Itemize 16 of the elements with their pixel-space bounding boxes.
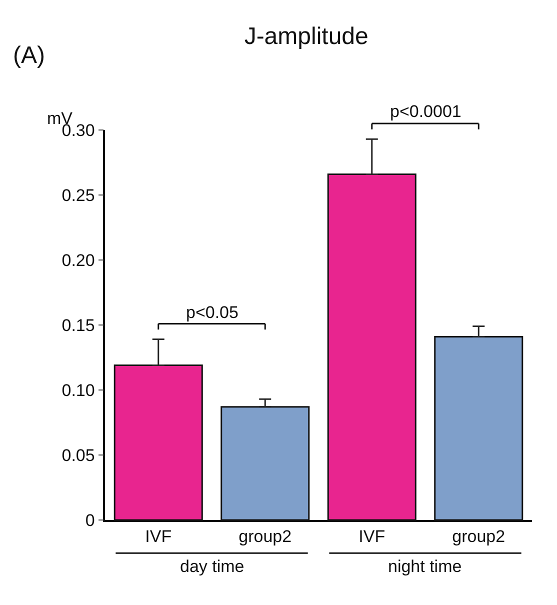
x-tick-label: group2	[452, 527, 506, 546]
x-tick-label: group2	[238, 527, 292, 546]
y-tick-label: 0.25	[62, 186, 95, 205]
text: night time	[388, 557, 462, 576]
annotation: p<0.05	[186, 303, 238, 322]
chart-title: J-amplitude	[244, 23, 368, 50]
text: (A)	[13, 42, 45, 69]
y-tick-label: 0.05	[62, 446, 95, 465]
y-tick-label: 0	[85, 510, 95, 530]
x-tick-label: IVF	[145, 527, 172, 546]
x-tick-label: IVF	[358, 527, 386, 546]
text: day time	[180, 557, 244, 576]
y-tick-label: 0.15	[62, 316, 95, 335]
y-tick-label: 0.20	[62, 250, 95, 270]
y-tick-label: 0.10	[62, 380, 95, 400]
text: p<0.0001	[390, 102, 462, 121]
